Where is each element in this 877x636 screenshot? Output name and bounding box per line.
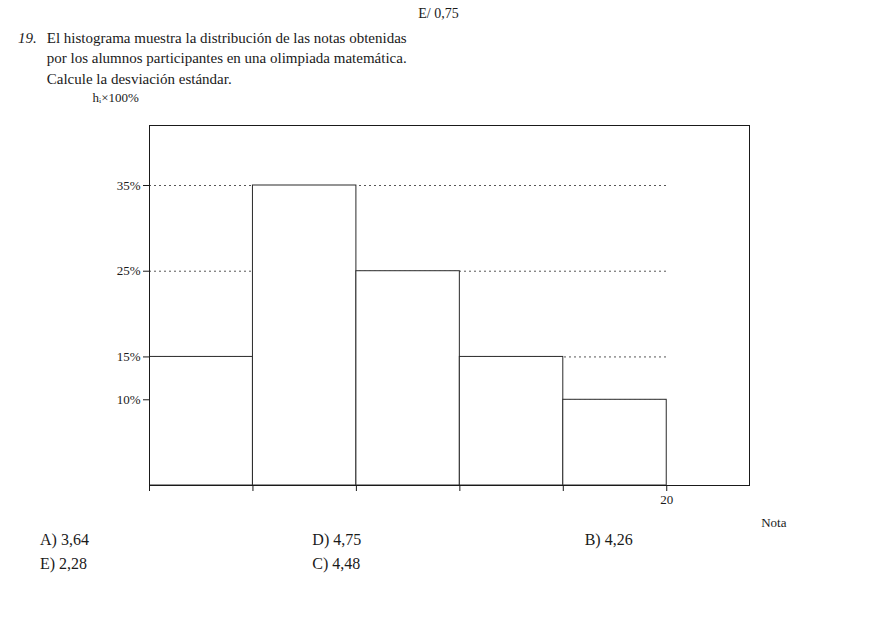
- html-text:E/ 0,75: E/ 0,75: [418, 6, 459, 21]
- svg-text:25%: 25%: [116, 263, 140, 278]
- html-text:C) 4,48: C) 4,48: [312, 554, 361, 572]
- html-text:A) 3,64: A) 3,64: [40, 530, 89, 548]
- html-text:19.: 19.: [18, 30, 37, 46]
- html-text:B) 4,26: B) 4,26: [584, 530, 633, 548]
- svg-text:20: 20: [660, 491, 673, 506]
- svg-text:35%: 35%: [116, 177, 140, 192]
- html-text:El histograma muestra la distr: El histograma muestra la distribución de…: [46, 30, 407, 87]
- svg-text:10%: 10%: [116, 392, 140, 407]
- svg-text:hᵢ×100%: hᵢ×100%: [92, 89, 138, 104]
- html-text:D) 4,75: D) 4,75: [312, 530, 362, 548]
- svg-text:Nota: Nota: [761, 514, 787, 529]
- html-text:E) 2,28: E) 2,28: [40, 554, 88, 572]
- svg-text:15%: 15%: [116, 349, 140, 364]
